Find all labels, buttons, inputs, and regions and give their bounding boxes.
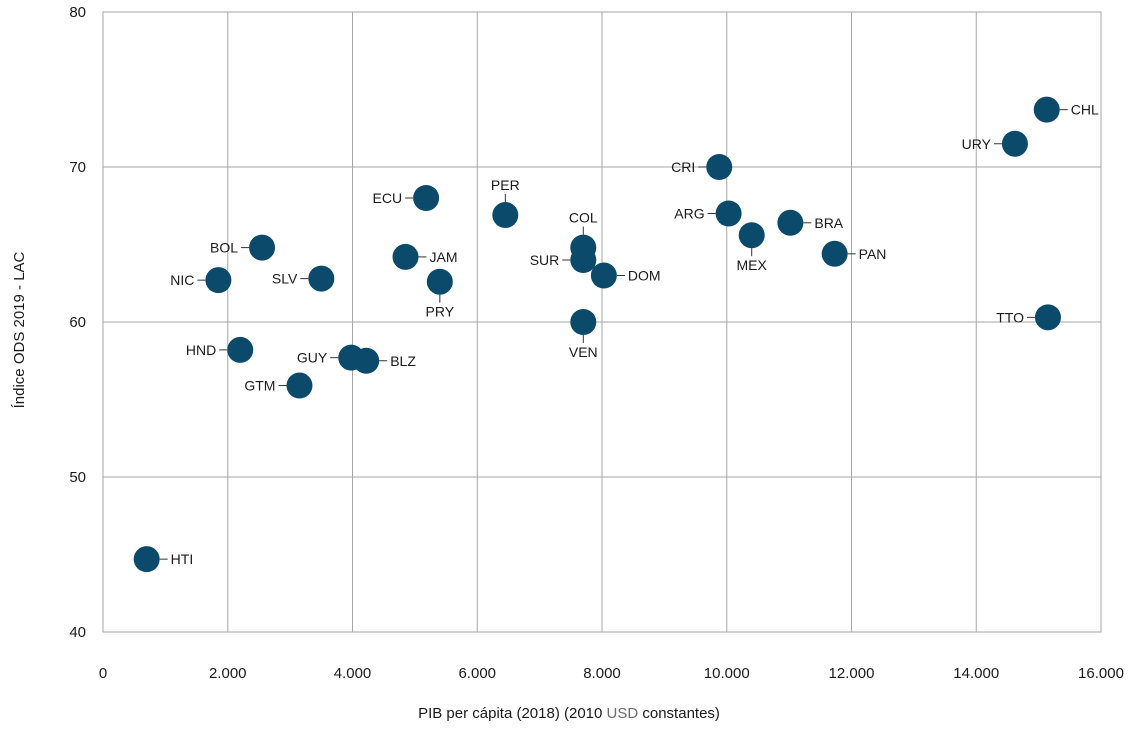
point-label: CRI [671,159,695,175]
point-ven: VEN [569,309,598,360]
scatter-marker [353,347,380,374]
point-bol: BOL [210,234,276,261]
point-label: VEN [569,344,598,360]
point-label: URY [962,136,992,152]
point-cri: CRI [671,154,733,180]
scatter-marker [570,309,597,335]
scatter-marker [227,336,254,363]
scatter-marker [777,209,804,236]
scatter-marker [570,247,597,273]
x-axis-title-usd: USD [607,705,639,722]
point-label: COL [569,210,598,226]
point-hnd: HND [186,336,254,363]
point-label: GTM [244,378,275,394]
scatter-marker [706,154,733,180]
x-tick-label: 12.000 [829,665,875,682]
point-hti: HTI [133,546,194,573]
x-tick-label: 8.000 [583,665,621,682]
x-tick-label: 4.000 [334,665,372,682]
point-label: ECU [373,190,403,206]
point-blz: BLZ [353,347,416,374]
point-per: PER [491,177,520,229]
y-axis-title: Índice ODS 2019 - LAC [11,251,28,408]
point-jam: JAM [392,243,458,270]
point-label: PRY [426,304,455,320]
point-pry: PRY [426,268,455,320]
scatter-marker [392,243,419,270]
point-label: NIC [170,272,194,288]
plot-frame [102,11,1102,633]
y-tick-label: 60 [69,314,86,331]
point-label: SUR [530,252,560,268]
scatter-marker [715,200,742,227]
scatter-marker [205,267,232,294]
scatter-marker [1001,130,1028,157]
y-tick-label: 70 [69,159,86,176]
point-label: HND [186,342,216,358]
tick-labels: 0 2.000 4.000 6.000 8.000 10.000 12.000 14.000 1… [69,4,1124,682]
point-mex: MEX [737,222,768,273]
point-label: TTO [996,309,1024,325]
point-label: PAN [859,246,887,262]
scatter-marker [413,185,440,211]
y-tick-label: 50 [69,469,86,486]
scatter-marker [286,372,313,399]
point-label: SLV [272,271,298,287]
x-axis-title-part-1: PIB per cápita (2018) (2010 [418,705,606,722]
point-label: HTI [171,551,194,567]
y-tick-label: 40 [69,624,86,641]
point-sur: SUR [530,247,597,273]
grid-layer [102,11,1102,633]
point-label: CHL [1071,102,1099,118]
scatter-marker [133,546,160,573]
point-ecu: ECU [373,185,440,211]
x-tick-label: 2.000 [209,665,247,682]
scatter-marker [1034,304,1061,331]
point-label: BOL [210,240,238,256]
data-points: HTI NIC HND BOL GTM SLV GUY BLZ JAM ECU PRY PER COL S… [133,96,1099,573]
x-axis-title-part-2: constantes) [638,705,720,722]
x-tick-label: 14.000 [953,665,999,682]
point-label: BRA [814,215,843,231]
point-slv: SLV [272,265,335,292]
point-label: GUY [297,350,328,366]
point-dom: DOM [590,262,661,289]
x-tick-label: 6.000 [458,665,496,682]
point-label: BLZ [390,353,416,369]
point-bra: BRA [777,209,844,236]
point-label: PER [491,177,520,193]
point-gtm: GTM [244,372,313,399]
x-tick-label: 16.000 [1078,665,1124,682]
y-tick-label: 80 [69,4,86,21]
scatter-marker [738,222,765,249]
scatter-marker [492,202,519,229]
point-label: ARG [674,206,704,222]
point-tto: TTO [996,304,1061,331]
point-chl: CHL [1033,96,1099,123]
point-arg: ARG [674,200,742,227]
x-tick-label: 0 [99,665,107,682]
point-pan: PAN [821,240,887,267]
x-axis-title: PIB per cápita (2018) (2010 USD constant… [418,705,720,722]
scatter-marker [249,234,276,261]
scatter-marker [308,265,335,292]
scatter-marker [821,240,848,267]
point-nic: NIC [170,267,232,294]
point-label: MEX [737,257,768,273]
x-tick-label: 10.000 [704,665,750,682]
scatter-marker [1033,96,1060,123]
point-label: JAM [430,249,458,265]
point-label: DOM [628,268,661,284]
scatter-marker [590,262,617,289]
scatter-marker [426,268,453,295]
point-ury: URY [962,130,1028,157]
